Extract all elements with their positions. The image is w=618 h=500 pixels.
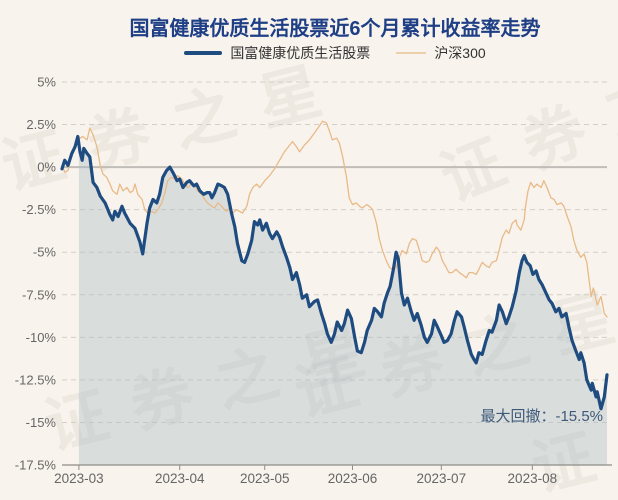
legend-label-fund: 国富健康优质生活股票	[230, 45, 371, 61]
max-drawdown-annotation: 最大回撤：-15.5%	[480, 408, 603, 425]
x-tick-label: 2023-05	[240, 471, 290, 486]
y-tick-label: -7.5%	[22, 287, 56, 302]
legend-item-fund[interactable]: 国富健康优质生活股票	[184, 43, 370, 63]
x-tick-label: 2023-07	[417, 471, 467, 486]
y-tick-label: -10%	[26, 330, 57, 345]
fund-line	[60, 134, 609, 411]
x-tick-label: 2023-04	[155, 471, 205, 486]
y-tick-label: 2.5%	[26, 117, 56, 132]
x-tick-label: 2023-03	[54, 471, 104, 486]
area-fill	[78, 144, 607, 465]
y-tick-label: -17.5%	[15, 458, 57, 473]
legend-label-csi300: 沪深300	[434, 45, 486, 61]
y-tick-label: -2.5%	[22, 202, 56, 217]
legend-item-csi300[interactable]: 沪深300	[396, 43, 486, 63]
y-tick-label: -5%	[33, 245, 57, 260]
fund-line-swatch	[184, 51, 223, 55]
csi300-line	[61, 120, 608, 318]
y-tick-label: -12.5%	[15, 372, 57, 387]
y-tick-label: 0%	[37, 160, 56, 175]
chart-title: 国富健康优质生活股票近6个月累计收益率走势	[129, 18, 541, 40]
chart-legend: 国富健康优质生活股票 沪深300	[62, 44, 608, 62]
y-tick-label: 5%	[37, 75, 56, 90]
y-tick-label: -15%	[26, 415, 57, 430]
csi300-line-swatch	[396, 52, 427, 54]
x-tick-label: 2023-06	[328, 471, 378, 486]
x-tick-label: 2023-08	[508, 471, 558, 486]
